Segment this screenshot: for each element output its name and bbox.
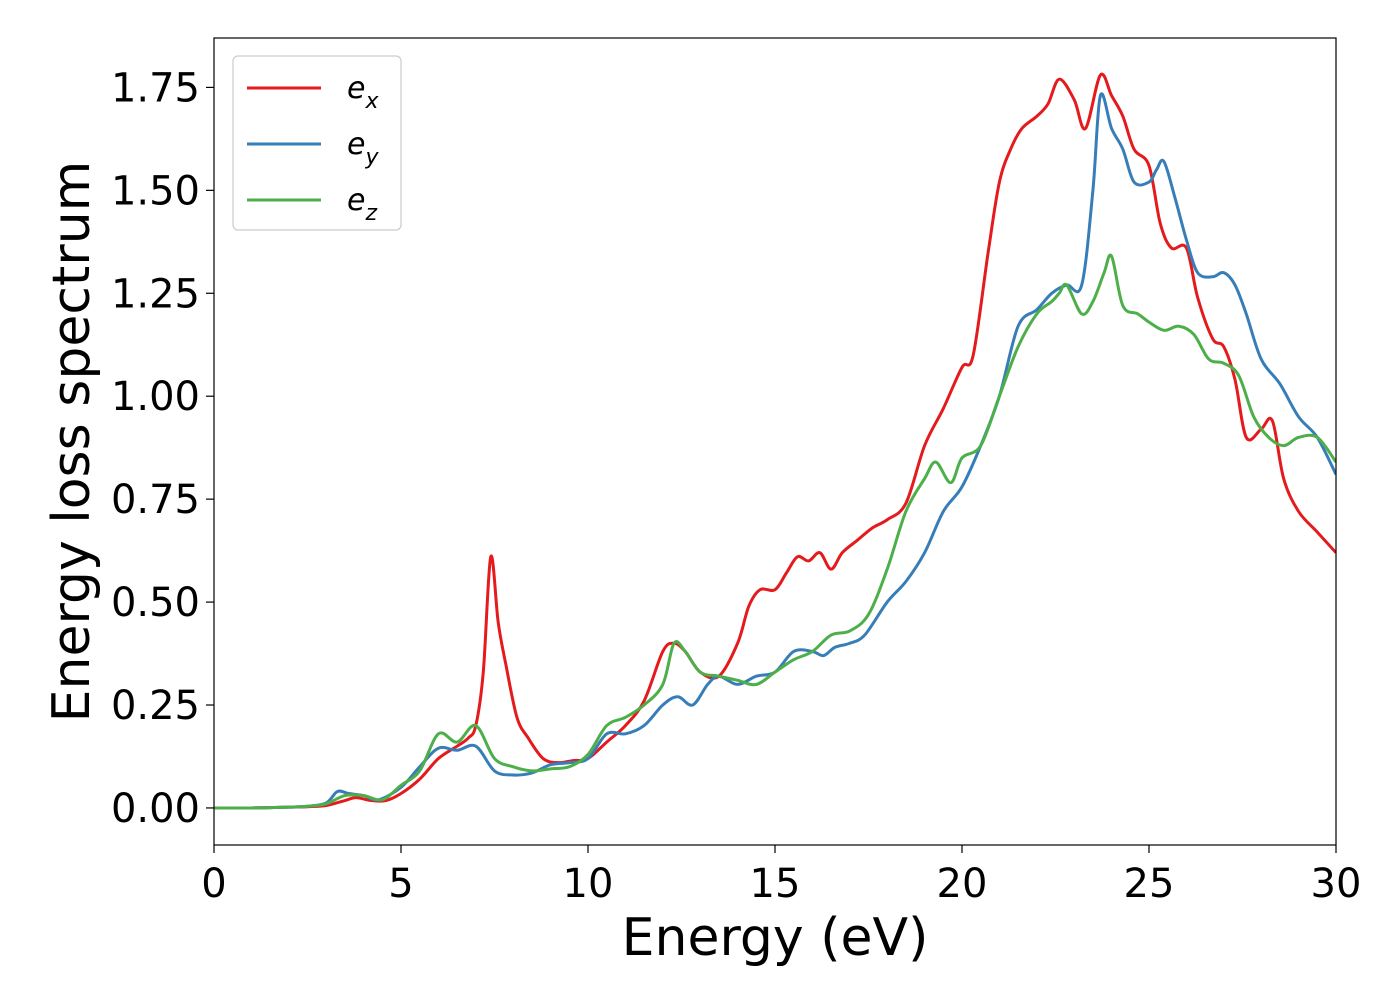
y-tick-label: 1.50 xyxy=(111,168,200,214)
x-tick-label: 10 xyxy=(563,861,614,907)
x-tick-label: 30 xyxy=(1311,861,1362,907)
y-tick-label: 1.75 xyxy=(111,65,200,111)
y-axis-title: Energy loss spectrum xyxy=(42,161,102,723)
y-tick-label: 0.25 xyxy=(111,683,200,729)
y-tick-label: 1.25 xyxy=(111,271,200,317)
series-line-x xyxy=(214,72,1336,810)
x-tick-label: 15 xyxy=(750,861,801,907)
x-tick-label: 20 xyxy=(937,861,988,907)
y-tick-label: 0.00 xyxy=(111,786,200,832)
y-tick-label: 0.75 xyxy=(111,477,200,523)
x-axis-title: Energy (eV) xyxy=(622,908,929,968)
y-tick-label: 1.00 xyxy=(111,374,200,420)
x-tick-label: 5 xyxy=(388,861,413,907)
series-line-y xyxy=(214,92,1336,810)
x-tick-label: 0 xyxy=(201,861,226,907)
legend: ex ey ez xyxy=(232,55,402,231)
ticks-layer: 0 5 10 15 20 25 30 0.00 0.25 0.50 0.75 1.00 1.25 1.50… xyxy=(111,65,1362,907)
legend-label-x: ex xyxy=(347,71,379,114)
series-layer xyxy=(214,72,1336,810)
legend-label-z: ez xyxy=(347,183,377,226)
x-tick-label: 25 xyxy=(1124,861,1175,907)
y-tick-label: 0.50 xyxy=(111,580,200,626)
legend-label-y: ey xyxy=(347,127,379,170)
series-line-z xyxy=(214,253,1336,810)
